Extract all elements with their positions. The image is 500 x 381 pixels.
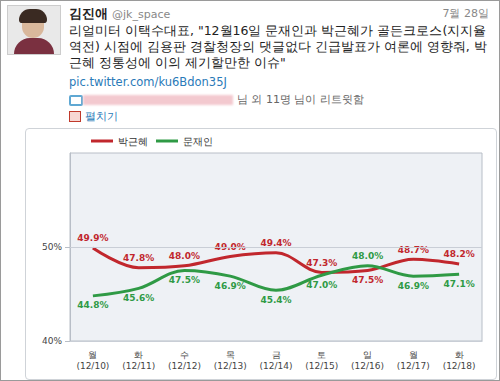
svg-text:49.4%: 49.4% — [260, 238, 291, 248]
svg-text:일: 일 — [363, 350, 372, 360]
svg-text:48.2%: 48.2% — [443, 249, 474, 259]
svg-text:(12/13): (12/13) — [214, 361, 247, 371]
svg-text:목: 목 — [226, 350, 235, 360]
svg-text:월: 월 — [409, 350, 418, 360]
svg-text:(12/16): (12/16) — [351, 361, 384, 371]
html-text:리얼미터 이택수대표, "12월16일 문재인과 박근혜가: 리얼미터 이택수대표, "12월16일 문재인과 박근혜가 골든크로스(지지율 … — [69, 23, 487, 70]
html-text:김진애 @jk_space: 김진애 @jk_space — [69, 6, 171, 21]
svg-text:(12/11): (12/11) — [122, 361, 155, 371]
svg-text:47.0%: 47.0% — [306, 280, 337, 290]
svg-text:문재인: 문재인 — [183, 136, 213, 147]
html-text:펼치기: 펼치기 — [85, 110, 118, 123]
svg-text:(12/10): (12/10) — [76, 361, 109, 371]
svg-text:(12/18): (12/18) — [443, 361, 476, 371]
svg-text:46.9%: 46.9% — [215, 281, 246, 291]
svg-text:45.6%: 45.6% — [123, 293, 154, 303]
svg-text:44.8%: 44.8% — [77, 300, 108, 310]
svg-text:48.0%: 48.0% — [352, 251, 383, 261]
svg-text:40%: 40% — [42, 336, 62, 346]
svg-text:45.4%: 45.4% — [260, 295, 291, 305]
html-text:님 외 11명 님이 리트윗함: 님 외 11명 님이 리트윗함 — [237, 93, 364, 106]
svg-text:48.0%: 48.0% — [169, 251, 200, 261]
svg-text:47.5%: 47.5% — [352, 275, 383, 285]
html-text:7월 28일: 7월 28일 — [442, 7, 489, 20]
svg-text:49.9%: 49.9% — [77, 233, 108, 243]
svg-text:47.5%: 47.5% — [169, 275, 200, 285]
svg-text:48.7%: 48.7% — [398, 245, 429, 255]
svg-text:49.0%: 49.0% — [215, 242, 246, 252]
svg-text:화: 화 — [134, 350, 143, 360]
svg-text:금: 금 — [272, 350, 281, 360]
svg-text:50%: 50% — [42, 242, 62, 252]
html-text:pic.twitter.com/ku6Bdon35J: pic.twitter.com/ku6Bdon35J — [69, 75, 227, 89]
svg-text:월: 월 — [88, 350, 97, 360]
svg-text:47.8%: 47.8% — [123, 253, 154, 263]
svg-text:화: 화 — [455, 350, 464, 360]
svg-text:토: 토 — [317, 350, 326, 360]
svg-text:(12/15): (12/15) — [305, 361, 338, 371]
svg-text:47.3%: 47.3% — [306, 258, 337, 268]
svg-text:46.9%: 46.9% — [398, 281, 429, 291]
svg-text:(12/12): (12/12) — [168, 361, 201, 371]
svg-text:47.1%: 47.1% — [443, 279, 474, 289]
svg-text:박근혜: 박근혜 — [118, 136, 148, 147]
svg-text:(12/14): (12/14) — [260, 361, 293, 371]
svg-text:(12/17): (12/17) — [397, 361, 430, 371]
svg-text:수: 수 — [180, 350, 189, 360]
